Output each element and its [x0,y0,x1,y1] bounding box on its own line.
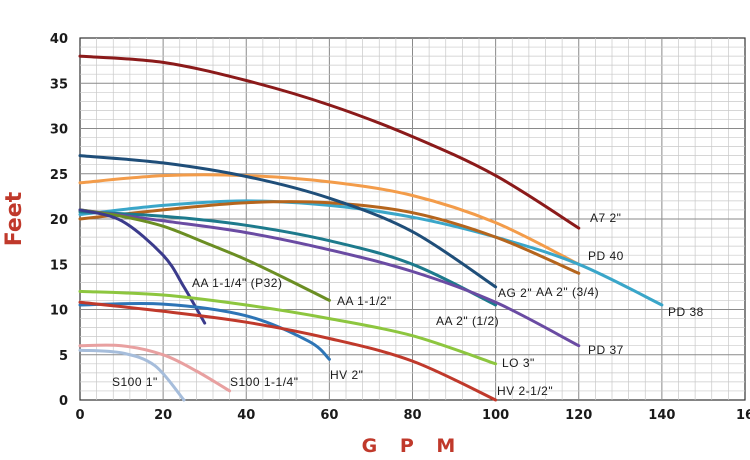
x-tick-label: 16 [736,408,750,423]
series-line [78,348,186,402]
x-tick-label: 20 [154,408,172,423]
series-label: PD 37 [588,343,624,357]
series-line [78,200,581,275]
series-labels: A7 2" PD 40 PD 38 AA 2" (3/4) AG 2" AA 2" (1/… [112,211,704,398]
x-tick-label: 40 [237,408,255,423]
series-lines [78,54,664,402]
series-line [78,154,498,289]
y-tick-label: 15 [50,258,68,273]
series-line [78,289,498,366]
series-label: AA 2" (1/2) [436,314,499,328]
series-label: AA 1-1/4" (P32) [192,276,282,290]
series-line [78,54,581,230]
y-tick-label: 20 [50,213,68,228]
y-tick-label: 35 [50,77,68,92]
y-tick-label: 30 [50,123,68,138]
series-line [78,210,498,307]
series-line [78,343,232,393]
series-label: S100 1" [112,375,158,389]
series-line [78,199,664,307]
y-axis-title: Feet [2,191,27,246]
series-label: PD 38 [668,305,704,319]
series-label: A7 2" [590,211,621,225]
x-tick-label: 80 [403,408,421,423]
y-tick-label: 5 [59,349,68,364]
series-label: LO 3" [502,356,535,370]
x-tick-label: 120 [565,408,592,423]
x-tick-label: 60 [320,408,338,423]
x-tick-label: 140 [648,408,675,423]
y-tick-label: 0 [59,394,68,409]
x-tick-label: 0 [75,408,84,423]
x-tick-label: 100 [482,408,509,423]
series-line [78,208,331,302]
y-tick-label: 25 [50,168,68,183]
series-line [78,301,331,361]
series-label: S100 1-1/4" [230,375,298,389]
series-label: AA 2" (3/4) [536,285,599,299]
series-label: AG 2" [498,286,532,300]
series-label: PD 40 [588,249,624,263]
y-tick-label: 40 [50,32,68,47]
series-label: HV 2-1/2" [497,384,553,398]
x-axis-title: G P M [362,435,464,457]
y-tick-label: 10 [50,304,68,319]
series-label: AA 1-1/2" [337,294,392,308]
series-line [78,208,581,348]
series-label: HV 2" [330,368,363,382]
series-line [78,300,498,402]
series-line [78,173,581,266]
